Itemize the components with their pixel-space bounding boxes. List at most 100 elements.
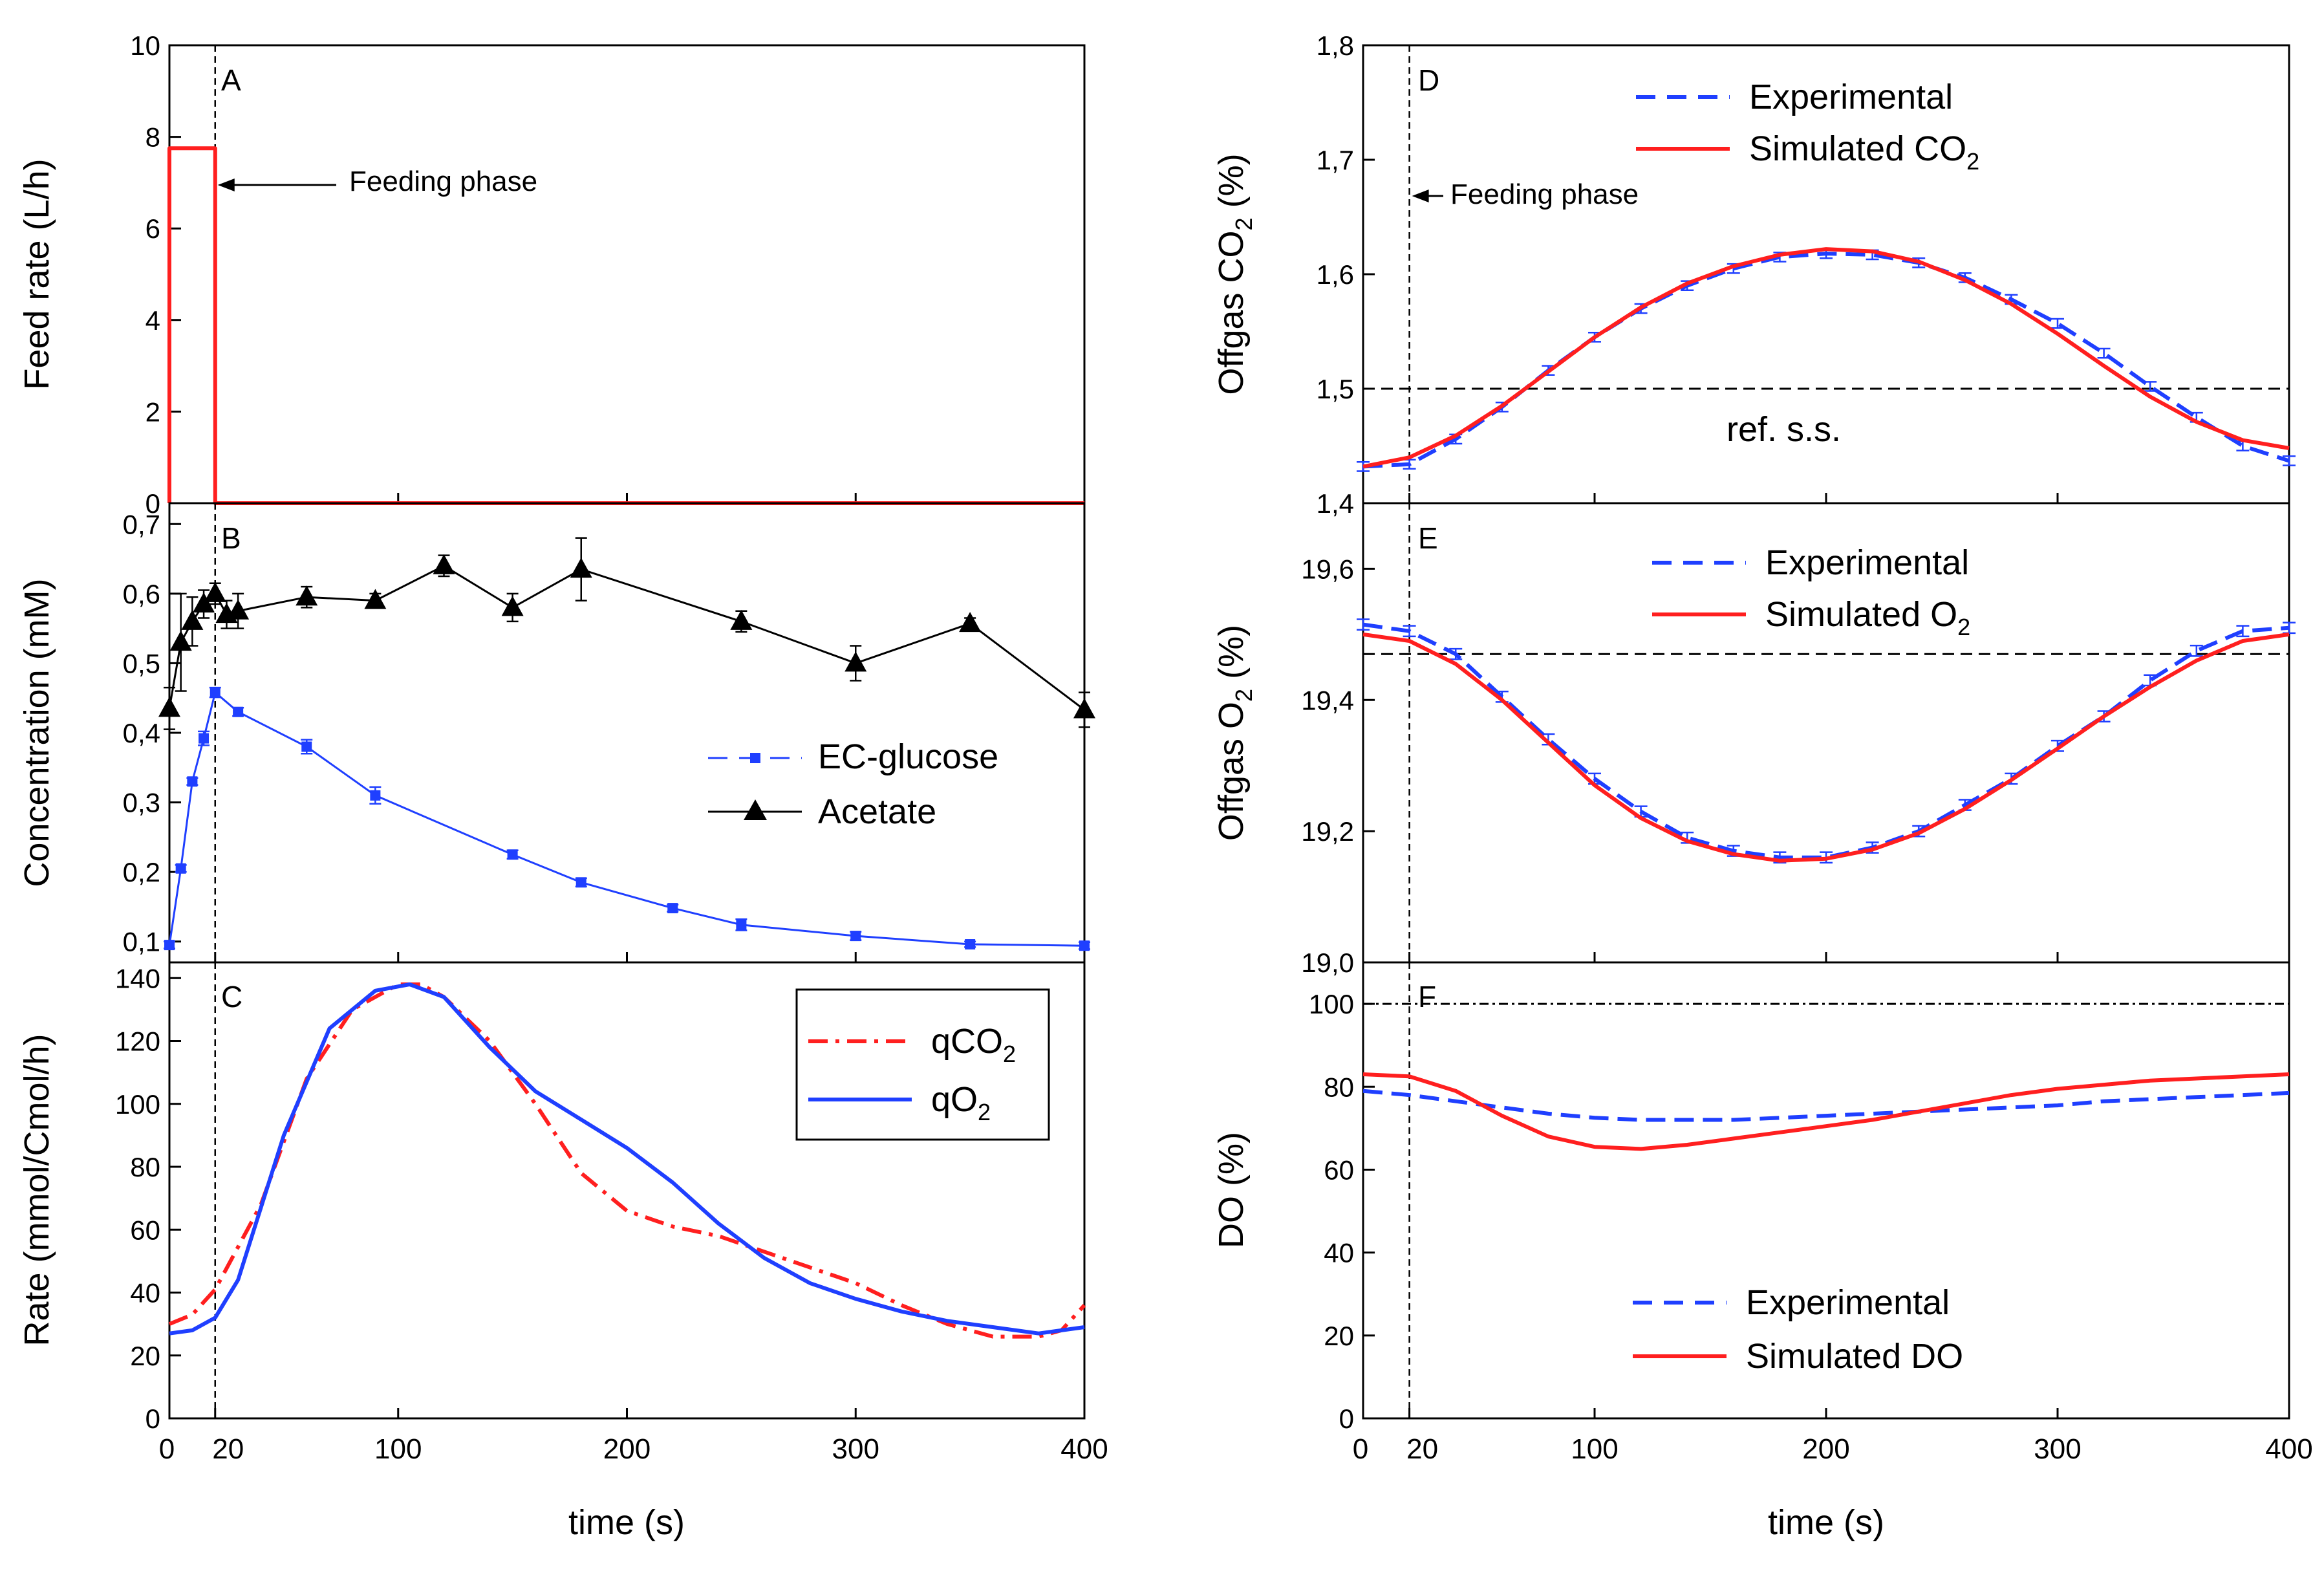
panel-d-legend: Experimental Simulated CO2 (1636, 78, 1979, 175)
panel-e-label: E (1418, 521, 1438, 555)
legend-label-e-simulated-sub: 2 (1957, 614, 1970, 640)
panel-e-ytick-label: 19,6 (1301, 554, 1354, 584)
panel-a-ytick-label: 2 (145, 396, 160, 427)
panel-b-ytick-label: 0,4 (123, 718, 160, 748)
panel-d-series-simulated-co2-line (1362, 247, 2290, 469)
panel-b-series-ec-glucose-point (850, 931, 861, 942)
legend-label-e-simulated-main: Simulated O (1765, 595, 1957, 634)
panel-b-ytick-label: 0,5 (123, 648, 160, 678)
panel-e-legend: Experimental Simulated O2 (1652, 543, 1970, 640)
panel-d-ylabel-main: Offgas CO (1212, 230, 1251, 395)
legend-label-qo2: qO2 (931, 1080, 991, 1125)
legend-marker-acetate (744, 799, 767, 820)
panel-b-series-acetate-point (570, 558, 592, 578)
legend-label-qco2: qCO2 (931, 1022, 1016, 1067)
panel-d-ylabel: Offgas CO2 (%) (1212, 153, 1257, 395)
panel-e-ylabel-sub: 2 (1231, 689, 1257, 702)
legend-label-qco2-sub: 2 (1003, 1041, 1016, 1067)
legend-label-qo2-main: qO (931, 1080, 978, 1119)
panel-b-series-ec-glucose-point (507, 849, 518, 860)
panel-d-ytick-label: 1,4 (1317, 488, 1354, 519)
legend-label-e-experimental: Experimental (1765, 543, 1969, 582)
panel-b-legend: EC-glucose Acetate (708, 737, 998, 831)
panel-c-ytick-label: 120 (115, 1026, 160, 1057)
panel-b-series-ec-glucose-point (965, 939, 976, 950)
panel-e-ylabel: Offgas O2 (%) (1212, 625, 1257, 841)
panel-b-series-ec-glucose-point (667, 903, 678, 914)
legend-label-qo2-sub: 2 (978, 1099, 991, 1125)
panel-b-series-ec-glucose-point (301, 741, 312, 752)
panel-c-series-qo2-line (169, 982, 1085, 1336)
panel-b-ytick-label: 0,7 (123, 509, 160, 539)
panel-c-ytick-label: 20 (130, 1341, 160, 1371)
panel-d-annotation: Feeding phase (1450, 179, 1639, 210)
panel-d: D Offgas CO2 (%) Feeding phase ref. s.s.… (1212, 30, 2296, 519)
panel-c: C Rate (mmol/Cmol/h) qCO2 qO2 time (s) 0… (17, 961, 1108, 1542)
panel-a-ytick-label: 4 (145, 305, 160, 336)
panel-b-series-acetate-point (181, 609, 204, 630)
x-tick-label-right: 200 (1802, 1433, 1849, 1465)
panel-a-label: A (221, 63, 241, 97)
panel-c-ytick-label: 100 (115, 1089, 160, 1120)
panel-e-ylabel-main: Offgas O (1212, 702, 1251, 841)
panel-a: A Feed rate (L/h) Feeding phase 0 2 4 6 8 10 (17, 30, 1086, 519)
panel-f-label: F (1418, 980, 1436, 1013)
panel-a-annotation-arrowhead (217, 179, 235, 191)
legend-marker-ec-glucose (750, 753, 760, 763)
legend-label-d-simulated: Simulated CO2 (1749, 129, 1979, 175)
panel-c-ylabel: Rate (mmol/Cmol/h) (17, 1034, 56, 1346)
panel-b-series-acetate-point (204, 581, 226, 602)
panel-a-ytick-label: 0 (145, 488, 160, 519)
panel-b-series-ec-glucose-point (576, 877, 586, 888)
panel-c-ytick-label: 60 (130, 1215, 160, 1245)
panel-b-series-acetate-point (158, 697, 180, 717)
panel-e-ylabel-tail: (%) (1212, 625, 1251, 689)
panel-c-series-qco2-line (168, 982, 1086, 1339)
panel-c-label: C (221, 980, 242, 1013)
panel-c-ytick-label: 40 (130, 1278, 160, 1308)
panel-d-annotation-arrowhead (1412, 190, 1429, 202)
x-tick-label-left: 400 (1060, 1433, 1108, 1465)
panel-b-series-acetate-point (296, 585, 318, 606)
panel-b-series-acetate-point (227, 599, 250, 620)
panel-c-ytick-label: 80 (130, 1152, 160, 1182)
panel-e: E Offgas O2 (%) Experimental Simulated O… (1212, 502, 2296, 978)
panel-b-series-acetate-point (433, 554, 455, 574)
panel-b-series-ec-glucose-point (187, 776, 198, 787)
panel-b-series-ec-glucose-point (210, 687, 221, 698)
x-tick-label-right: 300 (2034, 1433, 2081, 1465)
panel-b-series-ec-glucose-point (199, 733, 210, 744)
panel-b-ytick-label: 0,2 (123, 857, 160, 887)
panel-b-series-acetate-point (169, 631, 192, 651)
panel-f-ytick-label: 40 (1324, 1238, 1354, 1268)
panel-b-ytick-label: 0,3 (123, 788, 160, 818)
x-tick-label-right: 400 (2265, 1433, 2312, 1465)
legend-label-f-simulated: Simulated DO (1746, 1337, 1963, 1376)
legend-label-ec-glucose: EC-glucose (818, 737, 998, 776)
panel-a-ytick-label: 6 (145, 213, 160, 244)
panel-f-ytick-label: 60 (1324, 1154, 1354, 1185)
panel-c-ytick-label: 0 (145, 1403, 160, 1434)
panel-b-series-acetate-point (1073, 698, 1095, 719)
panel-b-series-ec-glucose-point (736, 919, 747, 930)
panel-d-ytick-label: 1,5 (1317, 374, 1354, 404)
panel-b-series-acetate-point (364, 589, 387, 609)
panel-f-ytick-label: 100 (1309, 989, 1354, 1019)
panel-a-annotation: Feeding phase (349, 166, 537, 197)
panel-e-series-simulated-o2-line (1362, 632, 2290, 863)
panel-d-ytick-label: 1,6 (1317, 259, 1354, 290)
panel-e-ytick-label: 19,4 (1301, 685, 1354, 715)
panel-a-ylabel: Feed rate (L/h) (17, 158, 56, 389)
panel-b-series-acetate-point (730, 609, 753, 630)
panel-d-ylabel-tail: (%) (1212, 153, 1251, 217)
panel-d-label: D (1418, 63, 1439, 97)
panel-a-ytick-label: 8 (145, 122, 160, 153)
x-tick-label-left: 20 (212, 1433, 244, 1465)
legend-label-d-experimental: Experimental (1749, 78, 1953, 116)
legend-label-d-simulated-sub: 2 (1966, 148, 1979, 175)
panel-d-ytick-label: 1,8 (1317, 30, 1354, 61)
panel-f-ytick-label: 0 (1339, 1403, 1354, 1434)
x-tick-label-right: 20 (1406, 1433, 1438, 1465)
panel-b-ytick-label: 0,6 (123, 579, 160, 609)
